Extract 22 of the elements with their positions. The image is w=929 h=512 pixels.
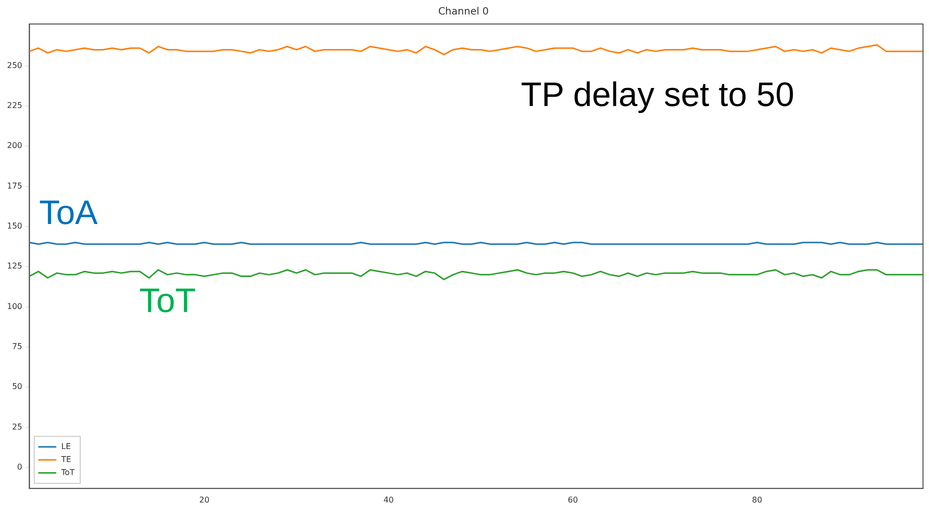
legend-label: TE [60, 454, 72, 464]
y-tick-label: 175 [6, 181, 22, 190]
annotation: TP delay set to 50 [520, 76, 794, 114]
y-tick-label: 225 [6, 101, 22, 110]
y-tick-label: 150 [6, 222, 22, 231]
legend-label: LE [61, 442, 71, 451]
y-tick-label: 250 [6, 60, 22, 70]
x-tick-label: 40 [384, 495, 394, 504]
y-tick-label: 200 [6, 141, 22, 150]
legend-label: ToT [60, 468, 75, 477]
y-tick-label: 125 [6, 262, 22, 271]
x-tick-label: 60 [568, 495, 578, 504]
annotation: ToT [139, 282, 196, 320]
chart-title: Channel 0 [438, 6, 489, 18]
x-tick-label: 20 [199, 495, 210, 504]
y-tick-label: 50 [12, 382, 22, 392]
y-tick-label: 75 [12, 342, 22, 352]
y-tick-label: 0 [17, 462, 22, 472]
y-tick-label: 100 [6, 302, 22, 311]
x-tick-label: 80 [752, 495, 762, 504]
y-tick-label: 25 [12, 422, 22, 432]
annotation: ToA [39, 194, 98, 232]
